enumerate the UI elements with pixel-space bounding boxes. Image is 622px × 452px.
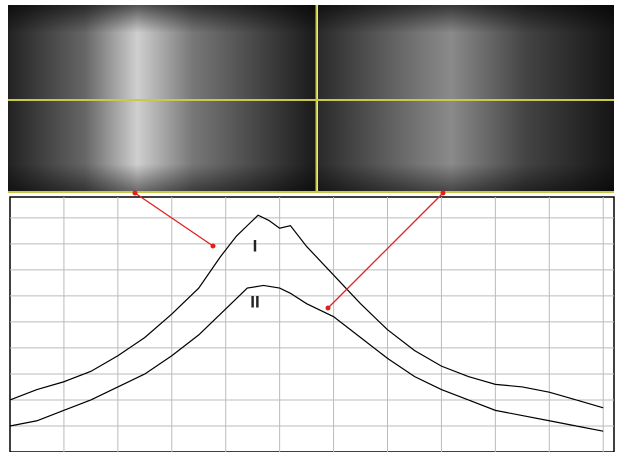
images xyxy=(8,5,614,193)
arrow xyxy=(328,193,443,308)
arrow xyxy=(135,193,213,246)
image-shade xyxy=(8,5,316,192)
figure: I II xyxy=(0,0,622,452)
curve-label: II xyxy=(250,292,259,311)
curve xyxy=(10,285,603,431)
plot xyxy=(10,197,614,452)
arrow-end xyxy=(211,244,216,249)
plot-frame xyxy=(10,197,614,452)
arrow-end xyxy=(441,191,446,196)
image-shade xyxy=(318,5,614,192)
curve-label: I xyxy=(253,236,258,255)
arrow-end xyxy=(133,191,138,196)
arrow-end xyxy=(326,306,331,311)
